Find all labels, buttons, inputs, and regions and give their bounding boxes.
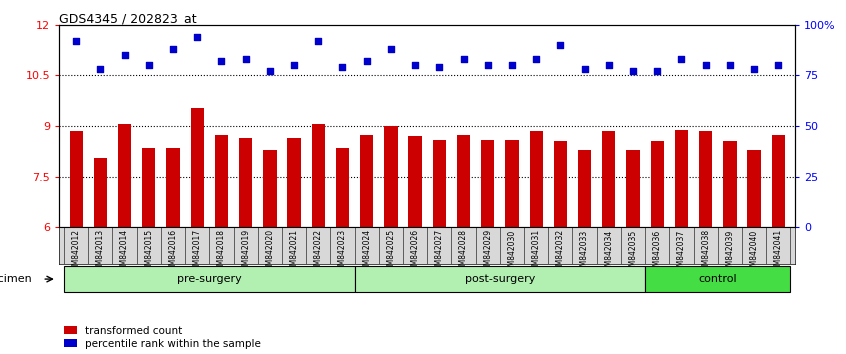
Bar [651, 141, 664, 228]
Text: GSM842017: GSM842017 [193, 229, 201, 275]
Bar [215, 135, 228, 228]
Text: GSM842029: GSM842029 [483, 229, 492, 275]
Text: GSM842032: GSM842032 [556, 229, 565, 275]
Text: GSM842036: GSM842036 [653, 229, 662, 275]
Bar [602, 131, 616, 228]
Bar [118, 125, 131, 228]
Point [626, 69, 640, 74]
Text: control: control [699, 274, 737, 284]
Point [530, 56, 543, 62]
Text: GSM842024: GSM842024 [362, 229, 371, 275]
Text: GSM842015: GSM842015 [145, 229, 153, 275]
Point [190, 34, 204, 40]
Text: post-surgery: post-surgery [464, 274, 535, 284]
Bar [772, 135, 785, 228]
Text: GSM842031: GSM842031 [531, 229, 541, 275]
Text: GSM842023: GSM842023 [338, 229, 347, 275]
Text: GSM842014: GSM842014 [120, 229, 129, 275]
Point [699, 63, 712, 68]
Text: GSM842012: GSM842012 [72, 229, 80, 275]
Bar [505, 139, 519, 228]
Point [263, 69, 277, 74]
Text: GSM842041: GSM842041 [774, 229, 783, 275]
Point [94, 67, 107, 72]
Text: GSM842033: GSM842033 [580, 229, 589, 275]
Text: GSM842027: GSM842027 [435, 229, 444, 275]
Point [457, 56, 470, 62]
Text: GSM842020: GSM842020 [266, 229, 274, 275]
Point [651, 69, 664, 74]
Bar [530, 131, 543, 228]
Bar [311, 125, 325, 228]
Point [239, 56, 252, 62]
Text: GSM842038: GSM842038 [701, 229, 710, 275]
Bar [167, 148, 179, 228]
Bar [457, 135, 470, 228]
Text: GSM842026: GSM842026 [410, 229, 420, 275]
Point [602, 63, 616, 68]
FancyBboxPatch shape [64, 266, 354, 292]
Text: GSM842022: GSM842022 [314, 229, 323, 275]
Point [384, 46, 398, 52]
Text: GSM842037: GSM842037 [677, 229, 686, 275]
Bar [239, 138, 252, 228]
Text: GSM842040: GSM842040 [750, 229, 759, 275]
Bar [336, 148, 349, 228]
Bar [384, 126, 398, 228]
Text: GSM842021: GSM842021 [289, 229, 299, 275]
Text: GSM842035: GSM842035 [629, 229, 638, 275]
Bar [288, 138, 300, 228]
Point [674, 56, 688, 62]
Text: GSM842039: GSM842039 [725, 229, 734, 275]
Bar [699, 131, 712, 228]
Text: GSM842019: GSM842019 [241, 229, 250, 275]
Bar [69, 131, 83, 228]
Text: pre-surgery: pre-surgery [177, 274, 242, 284]
Point [772, 63, 785, 68]
Text: GSM842025: GSM842025 [387, 229, 395, 275]
Bar [578, 150, 591, 228]
Text: GSM842028: GSM842028 [459, 229, 468, 275]
Text: GSM842013: GSM842013 [96, 229, 105, 275]
Text: GSM842030: GSM842030 [508, 229, 516, 275]
Point [505, 63, 519, 68]
Bar [481, 139, 494, 228]
Bar [409, 136, 422, 228]
Point [723, 63, 737, 68]
Bar [432, 139, 446, 228]
Bar [94, 158, 107, 228]
Point [432, 64, 446, 70]
Point [118, 52, 131, 58]
FancyBboxPatch shape [354, 266, 645, 292]
Point [311, 38, 325, 44]
Text: GDS4345 / 202823_at: GDS4345 / 202823_at [59, 12, 197, 25]
Bar [360, 135, 373, 228]
Point [167, 46, 180, 52]
Bar [626, 150, 640, 228]
Point [142, 63, 156, 68]
Point [69, 38, 83, 44]
Text: GSM842016: GSM842016 [168, 229, 178, 275]
Point [288, 63, 301, 68]
Bar [723, 141, 737, 228]
Point [336, 64, 349, 70]
Point [747, 67, 761, 72]
Text: GSM842018: GSM842018 [217, 229, 226, 275]
Text: specimen: specimen [0, 274, 33, 284]
Bar [142, 148, 156, 228]
Point [578, 67, 591, 72]
Legend: transformed count, percentile rank within the sample: transformed count, percentile rank withi… [64, 326, 261, 349]
Bar [747, 150, 761, 228]
Bar [263, 150, 277, 228]
Point [360, 58, 373, 64]
Point [481, 63, 495, 68]
Point [553, 42, 567, 48]
Point [215, 58, 228, 64]
Point [409, 63, 422, 68]
Bar [675, 130, 688, 228]
Text: GSM842034: GSM842034 [604, 229, 613, 275]
Bar [554, 141, 567, 228]
Bar [190, 108, 204, 228]
FancyBboxPatch shape [645, 266, 790, 292]
